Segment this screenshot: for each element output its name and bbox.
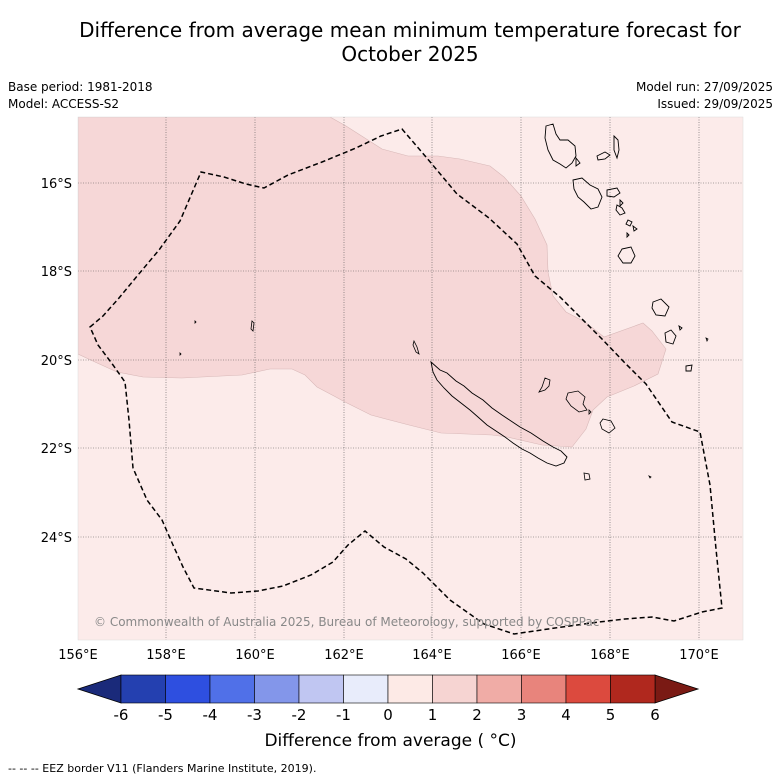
colorbar-segment (120, 674, 166, 704)
shepherd-islands (625, 219, 633, 227)
title-line-2: October 2025 (341, 42, 479, 66)
new-caledonia-grande-terre (430, 360, 568, 467)
lat-labels: 16°S 18°S 20°S 22°S 24°S (41, 177, 72, 546)
small-reef-1 (194, 320, 197, 324)
walpole (648, 475, 652, 479)
copyright-notice: © Commonwealth of Australia 2025, Bureau… (94, 615, 599, 629)
colorbar-segment (521, 674, 567, 704)
aneityum (664, 329, 677, 345)
espiritu-santo (544, 123, 577, 169)
colorbar-tick-label: -3 (247, 706, 262, 724)
chesterfield-islet (250, 320, 255, 332)
lat-label-18s: 18°S (41, 265, 72, 280)
colorbar-tick-label: -4 (203, 706, 218, 724)
malakula (572, 177, 603, 210)
erromango (617, 246, 636, 264)
map-area: © Commonwealth of Australia 2025, Bureau… (78, 117, 743, 640)
tanna-north (626, 231, 630, 239)
title-line-1: Difference from average mean minimum tem… (79, 18, 741, 42)
colorbar-extend-low (76, 674, 122, 704)
pentecost (613, 134, 620, 160)
colorbar-tick-label: -1 (336, 706, 351, 724)
colorbar-segment (298, 674, 344, 704)
colorbar-tick-label: -6 (114, 706, 129, 724)
lifou (565, 390, 588, 413)
colorbar-segment (432, 674, 478, 704)
vanuatu-islands (544, 123, 693, 372)
colorbar-segment (476, 674, 522, 704)
colorbar-tick-label: 2 (472, 706, 482, 724)
colorbar-tick-label: 6 (650, 706, 660, 724)
colorbar-tick-label: 3 (517, 706, 527, 724)
colorbar-extend-high (654, 674, 700, 704)
aniwa (685, 364, 693, 372)
lat-label-24s: 24°S (41, 531, 72, 546)
meta-right: Model run: 27/09/2025 Issued: 29/09/2025 (636, 79, 773, 113)
colorbar-tick-label: 4 (561, 706, 571, 724)
colorbar-tick-label: 5 (606, 706, 616, 724)
malo (575, 156, 581, 167)
colorbar-tick-label: -2 (292, 706, 307, 724)
colorbar-segment (254, 674, 300, 704)
lon-label-158e: 158°E (146, 648, 186, 663)
base-period: Base period: 1981-2018 (8, 80, 153, 94)
colorbar-segment (610, 674, 656, 704)
isle-of-pines (583, 472, 591, 481)
colorbar-segment (209, 674, 255, 704)
lon-labels: 156°E 158°E 160°E 162°E 164°E 166°E 168°… (58, 648, 719, 663)
graticule (78, 117, 743, 640)
small-reef-2 (179, 352, 182, 356)
lon-label-170e: 170°E (679, 648, 719, 663)
colorbar-tick-label: 1 (428, 706, 438, 724)
tiga (588, 409, 592, 415)
efate (632, 224, 638, 232)
colorbar-label: Difference from average ( °C) (264, 731, 517, 751)
meta-left: Base period: 1981-2018 Model: ACCESS-S2 (8, 79, 153, 113)
issued-date: Issued: 29/09/2025 (657, 97, 773, 111)
eez-legend: -- -- -- EEZ border V11 (Flanders Marine… (8, 762, 317, 775)
lat-label-16s: 16°S (41, 177, 72, 192)
colorbar-segment (165, 674, 211, 704)
paama (619, 198, 624, 208)
ambrym (606, 187, 621, 198)
lat-label-20s: 20°S (41, 354, 72, 369)
epi (615, 204, 626, 216)
belep-islands (412, 339, 420, 355)
ouvea (538, 377, 551, 393)
map-frame (77, 116, 744, 641)
lon-label-166e: 166°E (501, 648, 541, 663)
futuna (678, 324, 683, 331)
colorbar: -6 -5 -4 -3 -2 -1 0 1 2 3 4 5 6 (76, 674, 700, 724)
lon-label-160e: 160°E (235, 648, 275, 663)
colorbar-segment (565, 674, 611, 704)
tanna (651, 298, 670, 317)
colorbar-segment (387, 674, 433, 704)
ambae (596, 151, 611, 161)
colorbar-tick-label: 0 (383, 706, 393, 724)
lon-label-164e: 164°E (412, 648, 452, 663)
mare (599, 418, 616, 434)
colorbar-segment (343, 674, 389, 704)
chart-title: Difference from average mean minimum tem… (0, 18, 781, 66)
matthew-hunter (705, 337, 709, 343)
eez-border (89, 128, 723, 635)
lat-label-22s: 22°S (41, 442, 72, 457)
colorbar-tick-label: -5 (158, 706, 173, 724)
model-name: Model: ACCESS-S2 (8, 97, 120, 111)
lon-label-162e: 162°E (324, 648, 364, 663)
lon-label-168e: 168°E (590, 648, 630, 663)
lon-label-156e: 156°E (58, 648, 98, 663)
anomaly-region-1-2 (78, 117, 667, 448)
model-run: Model run: 27/09/2025 (635, 80, 773, 94)
